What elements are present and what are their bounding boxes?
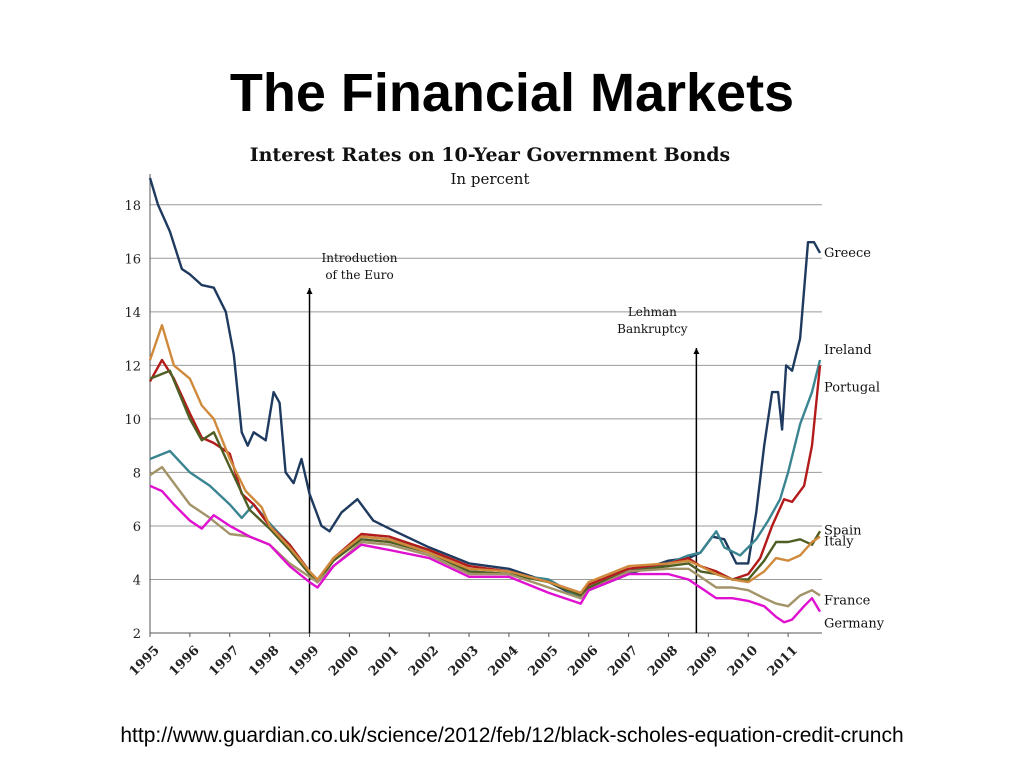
x-tick-label: 1998 bbox=[246, 643, 282, 679]
x-tick-label: 2011 bbox=[765, 643, 801, 679]
x-tick-label: 1997 bbox=[206, 643, 242, 679]
annotation-label: Lehman bbox=[628, 305, 677, 319]
series-line bbox=[149, 484, 822, 624]
slide-title: The Financial Markets bbox=[229, 63, 795, 123]
x-tick-label: 1995 bbox=[127, 643, 163, 679]
x-tick-label: 2009 bbox=[685, 643, 721, 679]
series-label: Ireland bbox=[824, 343, 872, 358]
series-line bbox=[149, 465, 821, 608]
y-tick-label: 18 bbox=[124, 199, 141, 214]
source-url[interactable]: http://www.guardian.co.uk/science/2012/f… bbox=[120, 724, 904, 747]
series-label: France bbox=[824, 594, 871, 609]
annotation-arrow bbox=[693, 348, 700, 354]
x-tick-label: 2001 bbox=[366, 643, 402, 679]
series-label: Italy bbox=[824, 535, 854, 550]
x-tick-label: 2005 bbox=[525, 643, 561, 679]
x-tick-label: 2000 bbox=[326, 643, 362, 679]
annotation-arrow bbox=[306, 288, 313, 294]
y-tick-label: 2 bbox=[133, 627, 141, 642]
y-tick-label: 12 bbox=[124, 359, 141, 374]
x-tick-label: 2010 bbox=[725, 643, 761, 679]
series-label: Greece bbox=[824, 246, 871, 261]
annotation-label: of the Euro bbox=[325, 268, 393, 282]
x-tick-label: 2006 bbox=[565, 643, 601, 679]
y-tick-label: 4 bbox=[133, 573, 141, 588]
x-tick-label: 2007 bbox=[605, 643, 641, 679]
y-tick-label: 8 bbox=[133, 466, 141, 481]
series-line bbox=[148, 358, 822, 595]
chart-subtitle: In percent bbox=[450, 170, 530, 188]
series-line bbox=[149, 359, 822, 600]
x-tick-label: 2004 bbox=[486, 643, 522, 679]
y-tick-label: 6 bbox=[133, 520, 141, 535]
series-label: Spain bbox=[824, 523, 862, 538]
x-tick-label: 2002 bbox=[406, 643, 442, 679]
annotation-label: Introduction bbox=[322, 251, 398, 265]
annotation-label: Bankruptcy bbox=[617, 322, 688, 336]
x-tick-label: 1999 bbox=[286, 643, 322, 679]
series-label: Germany bbox=[824, 617, 885, 632]
x-tick-label: 1996 bbox=[167, 643, 203, 679]
series-line bbox=[148, 323, 821, 595]
chart-container: Interest Rates on 10-Year Government Bon… bbox=[120, 140, 930, 695]
y-tick-label: 16 bbox=[124, 252, 141, 267]
x-tick-label: 2003 bbox=[446, 643, 482, 679]
series-label: Portugal bbox=[824, 380, 880, 395]
y-tick-label: 14 bbox=[124, 306, 141, 321]
chart-title: Interest Rates on 10-Year Government Bon… bbox=[249, 144, 731, 166]
y-tick-label: 10 bbox=[124, 413, 141, 428]
series-line bbox=[148, 177, 822, 600]
series-line bbox=[149, 369, 822, 597]
x-tick-label: 2008 bbox=[645, 643, 681, 679]
